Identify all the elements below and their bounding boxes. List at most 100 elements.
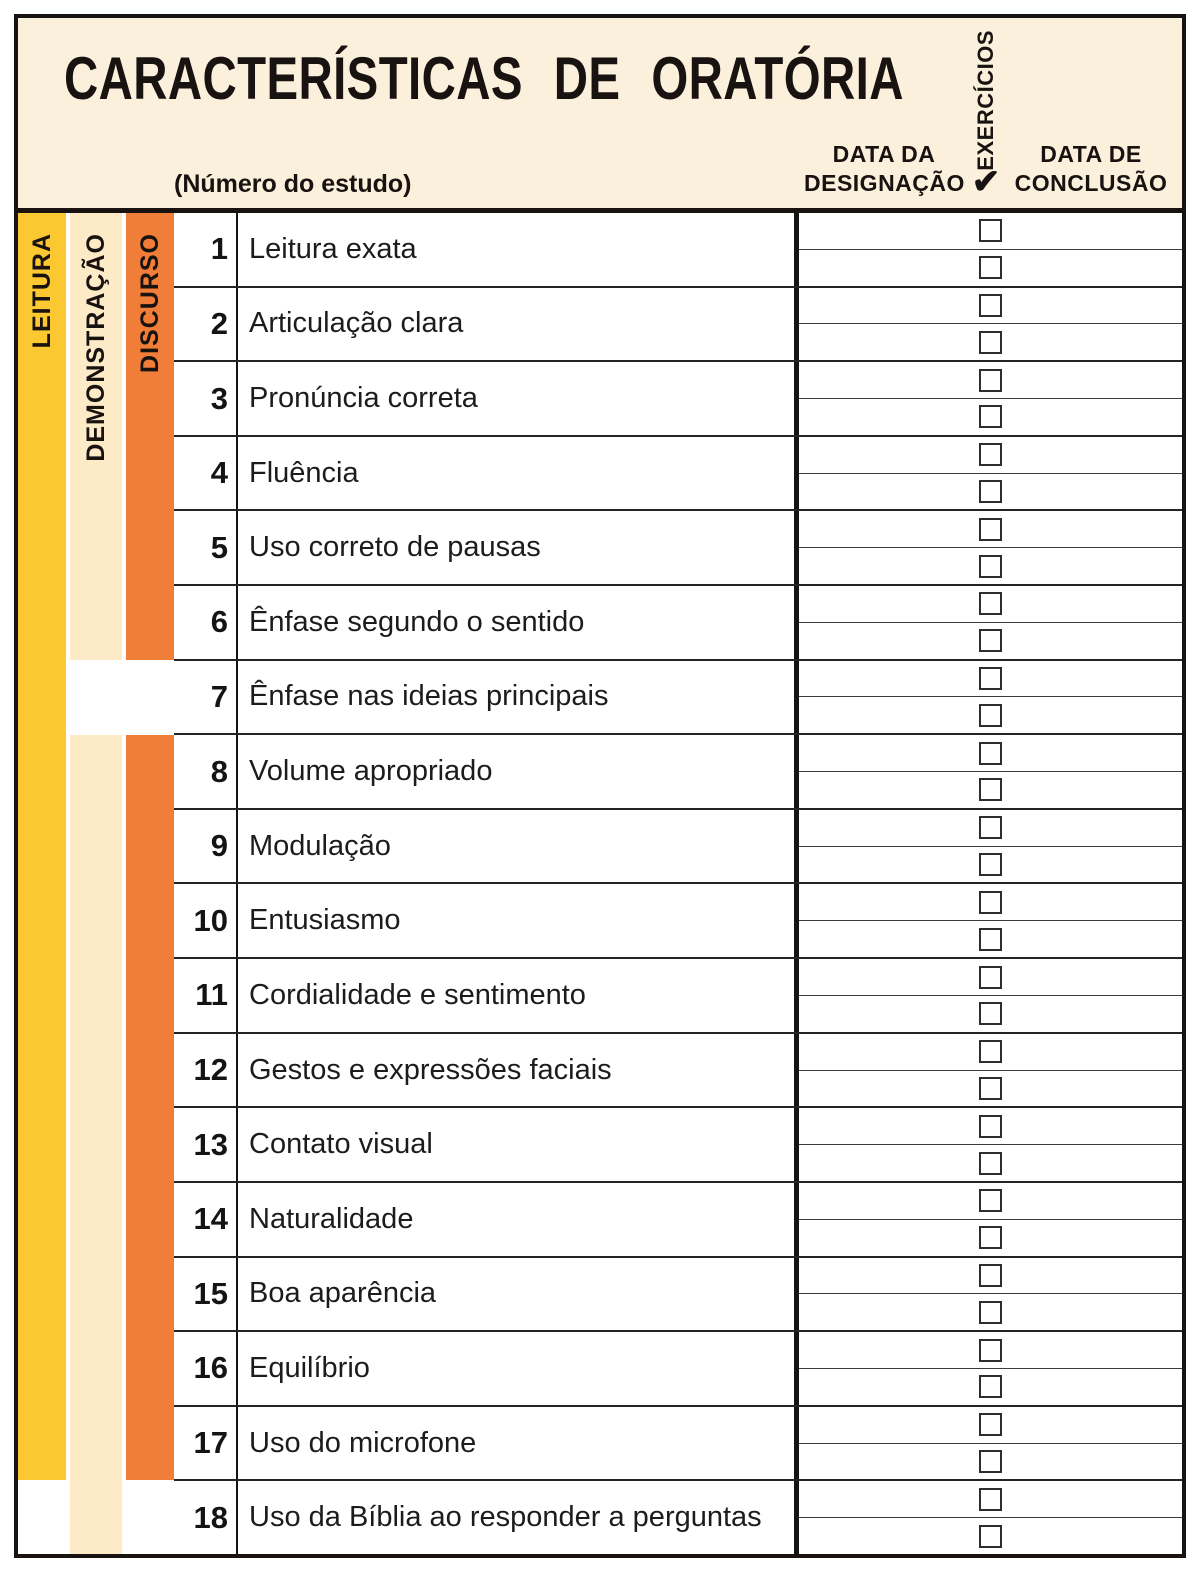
date-line[interactable] (799, 250, 1182, 286)
date-line[interactable] (799, 661, 1182, 698)
qualities-table: LEITURA DEMONSTRAÇÃO DISCURSO 1 Leitura … (18, 213, 1182, 1554)
dates-and-checkbox-cell (794, 586, 1182, 659)
exercise-checkbox[interactable] (979, 1263, 1002, 1287)
exercise-checkbox[interactable] (979, 1413, 1002, 1437)
table-row: 15 Boa aparência (174, 1257, 1182, 1333)
date-line[interactable] (799, 921, 1182, 957)
date-line[interactable] (799, 1481, 1182, 1519)
quality-label: Fluência (249, 456, 359, 489)
exercise-checkbox[interactable] (979, 1487, 1002, 1511)
exercise-checkbox[interactable] (979, 853, 1002, 877)
exercise-checkbox[interactable] (979, 1002, 1002, 1026)
exercise-checkbox[interactable] (979, 927, 1002, 951)
date-line[interactable] (799, 362, 1182, 400)
dates-and-checkbox-cell (794, 1257, 1182, 1331)
date-line[interactable] (799, 1220, 1182, 1256)
exercise-checkbox[interactable] (979, 443, 1002, 467)
exercise-checkbox[interactable] (979, 629, 1002, 653)
exercise-checkbox[interactable] (979, 294, 1002, 318)
exercise-checkbox[interactable] (979, 1076, 1002, 1100)
row-number: 12 (174, 1033, 238, 1107)
exercise-checkbox[interactable] (979, 480, 1002, 504)
date-line[interactable] (799, 511, 1182, 549)
form-sheet: CARACTERÍSTICAS DE ORATÓRIA (Número do e… (14, 14, 1186, 1558)
exercise-checkbox[interactable] (979, 778, 1002, 802)
table-row: 14 Naturalidade (174, 1182, 1182, 1258)
row-number: 9 (174, 809, 238, 883)
date-line[interactable] (799, 399, 1182, 435)
table-row: 7 Ênfase nas ideias principais (174, 660, 1182, 736)
exercise-checkbox[interactable] (979, 1040, 1002, 1064)
date-line[interactable] (799, 884, 1182, 922)
date-line[interactable] (799, 847, 1182, 883)
exercise-checkbox[interactable] (979, 517, 1002, 541)
band-leitura (18, 213, 66, 1480)
date-line[interactable] (799, 1369, 1182, 1405)
date-line[interactable] (799, 1444, 1182, 1480)
date-line[interactable] (799, 1294, 1182, 1330)
dates-and-checkbox-cell (794, 1182, 1182, 1256)
date-line[interactable] (799, 772, 1182, 808)
date-line[interactable] (799, 1407, 1182, 1444)
quality-rows: 1 Leitura exata 2 Articulação clara 3 Pr… (174, 213, 1182, 1554)
exercise-checkbox[interactable] (979, 256, 1002, 280)
row-number: 15 (174, 1257, 238, 1331)
date-line[interactable] (799, 810, 1182, 847)
date-line[interactable] (799, 1183, 1182, 1220)
exercise-checkbox[interactable] (979, 1375, 1002, 1399)
date-line[interactable] (799, 437, 1182, 474)
assignment-date-line2: DESIGNAÇÃO (804, 170, 965, 196)
exercise-checkbox[interactable] (979, 368, 1002, 392)
date-line[interactable] (799, 1071, 1182, 1107)
dates-and-checkbox-cell (794, 1332, 1182, 1405)
row-number: 11 (174, 959, 238, 1032)
dates-and-checkbox-cell (794, 1481, 1182, 1554)
exercise-checkbox[interactable] (979, 1189, 1002, 1213)
date-line[interactable] (799, 735, 1182, 773)
band-demonstracao-lower (70, 734, 122, 1554)
exercise-checkbox[interactable] (979, 890, 1002, 914)
exercise-checkbox[interactable] (979, 1114, 1002, 1138)
exercise-checkbox[interactable] (979, 1449, 1002, 1473)
date-line[interactable] (799, 1108, 1182, 1146)
exercise-checkbox[interactable] (979, 965, 1002, 989)
exercise-checkbox[interactable] (979, 667, 1002, 691)
date-line[interactable] (799, 1258, 1182, 1295)
exercise-checkbox[interactable] (979, 405, 1002, 429)
exercise-checkbox[interactable] (979, 703, 1002, 727)
date-line[interactable] (799, 996, 1182, 1032)
exercise-checkbox[interactable] (979, 1338, 1002, 1362)
exercise-checkbox[interactable] (979, 741, 1002, 765)
row-number: 8 (174, 735, 238, 808)
exercise-checkbox[interactable] (979, 1151, 1002, 1175)
date-line[interactable] (799, 213, 1182, 250)
band-label-demonstracao: DEMONSTRAÇÃO (81, 233, 110, 462)
date-line[interactable] (799, 697, 1182, 733)
exercise-checkbox[interactable] (979, 1226, 1002, 1250)
date-line[interactable] (799, 324, 1182, 360)
table-row: 3 Pronúncia correta (174, 362, 1182, 437)
date-line[interactable] (799, 1034, 1182, 1071)
exercise-checkbox[interactable] (979, 219, 1002, 243)
date-line[interactable] (799, 474, 1182, 510)
date-line[interactable] (799, 1145, 1182, 1181)
exercise-checkbox[interactable] (979, 554, 1002, 578)
date-line[interactable] (799, 959, 1182, 996)
date-line[interactable] (799, 548, 1182, 584)
date-line[interactable] (799, 586, 1182, 623)
exercise-checkbox[interactable] (979, 592, 1002, 616)
dates-and-checkbox-cell (794, 1108, 1182, 1181)
exercise-checkbox[interactable] (979, 1300, 1002, 1324)
dates-and-checkbox-cell (794, 1406, 1182, 1480)
date-line[interactable] (799, 623, 1182, 659)
table-row: 5 Uso correto de pausas (174, 511, 1182, 587)
exercise-checkbox[interactable] (979, 816, 1002, 840)
exercise-checkbox[interactable] (979, 1524, 1002, 1548)
quality-label: Cordialidade e sentimento (249, 978, 586, 1011)
exercise-checkbox[interactable] (979, 330, 1002, 354)
date-line[interactable] (799, 1332, 1182, 1369)
date-line[interactable] (799, 288, 1182, 325)
dates-and-checkbox-cell (794, 884, 1182, 958)
table-row: 4 Fluência (174, 436, 1182, 512)
date-line[interactable] (799, 1518, 1182, 1554)
